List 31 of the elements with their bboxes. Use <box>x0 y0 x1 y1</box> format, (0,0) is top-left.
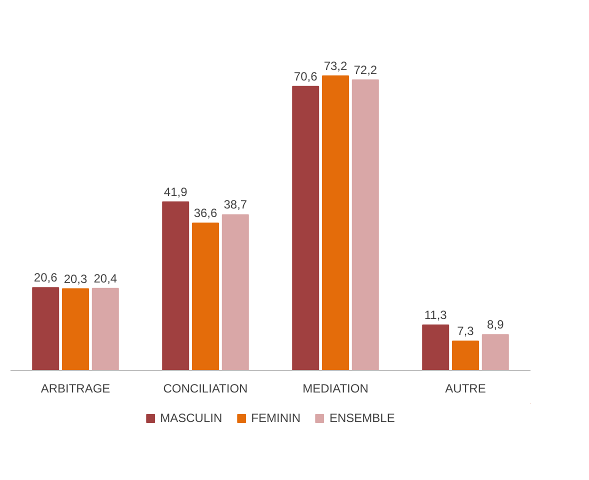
data-label: 70,6 <box>294 69 318 84</box>
bar <box>482 334 509 370</box>
data-label: 20,4 <box>94 271 118 286</box>
x-tick-label: MEDIATION <box>302 382 368 396</box>
data-label: 36,6 <box>194 206 218 220</box>
data-label: 11,3 <box>424 308 448 322</box>
bar <box>162 201 190 370</box>
x-tick-label: AUTRE <box>445 382 486 396</box>
bar <box>192 222 219 370</box>
bar <box>322 75 349 370</box>
x-tick-label: CONCILIATION <box>163 382 248 396</box>
data-label: 38,7 <box>224 198 248 212</box>
data-label: 72,2 <box>354 62 378 77</box>
data-label: 73,2 <box>324 58 348 73</box>
legend-label: ENSEMBLE <box>330 411 395 425</box>
bar <box>92 288 119 370</box>
data-label: 20,3 <box>64 272 88 286</box>
data-label: 41,9 <box>164 184 188 199</box>
bar <box>222 214 249 370</box>
bar <box>352 79 379 370</box>
legend-label: MASCULIN <box>160 411 222 425</box>
bar <box>422 324 450 370</box>
data-label: 20,6 <box>34 270 58 285</box>
bar <box>62 288 89 370</box>
data-label: 7,3 <box>457 324 474 338</box>
bar <box>452 340 479 370</box>
bar <box>32 287 60 370</box>
legend-label: FEMININ <box>251 411 300 425</box>
x-tick-label: ARBITRAGE <box>40 382 110 396</box>
data-label: 8,9 <box>487 318 504 332</box>
bar <box>292 86 320 370</box>
